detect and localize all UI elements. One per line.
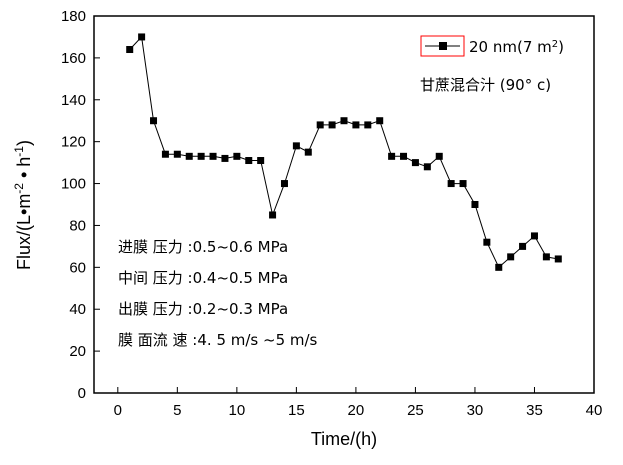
y-axis-title: Flux/(L•m-2 • h-1): [12, 140, 34, 270]
series-line: [129, 35, 559, 269]
y-tick-label: 60: [69, 259, 86, 276]
data-point: [292, 142, 300, 150]
y-axis-title-end: ): [14, 140, 34, 146]
data-point: [138, 33, 146, 41]
y-tick-label: 160: [61, 50, 86, 67]
plot-frame: [93, 15, 595, 394]
data-point: [233, 152, 241, 160]
x-axis-title: Time/(h): [311, 429, 377, 449]
annotation-inlet-pressure: 进膜 压力 :0.5~0.6 MPa: [118, 238, 288, 256]
legend-label-main: 20 nm(7 m: [469, 38, 552, 56]
data-point: [269, 211, 277, 219]
y-tick-label: 40: [69, 301, 86, 318]
data-point: [530, 232, 538, 240]
data-point: [185, 152, 193, 160]
y-axis-title-sup2: -1: [12, 146, 26, 157]
data-point: [388, 152, 396, 160]
y-tick-label: 80: [69, 217, 86, 234]
data-point: [400, 152, 408, 160]
y-tick-label: 120: [61, 134, 86, 151]
data-point: [126, 46, 134, 54]
x-tick-label: 40: [586, 402, 603, 419]
data-point: [245, 157, 253, 165]
x-tick-label: 30: [467, 402, 484, 419]
x-tick-label: 20: [348, 402, 365, 419]
data-point: [471, 201, 479, 208]
x-tick-label: 5: [173, 402, 181, 419]
data-point: [161, 150, 169, 158]
x-tick-label: 0: [114, 402, 122, 419]
data-point: [328, 121, 336, 129]
data-point: [340, 117, 348, 125]
legend-label: 20 nm(7 m2): [469, 38, 564, 56]
legend-box: [420, 35, 465, 57]
y-tick-label: 20: [69, 343, 86, 360]
annotation-outlet-pressure: 出膜 压力 :0.2~0.3 MPa: [118, 300, 288, 318]
annotation-middle-pressure: 中间 压力 :0.4~0.5 MPa: [118, 269, 288, 287]
data-point: [542, 253, 550, 261]
data-point: [304, 148, 312, 156]
legend: 20 nm(7 m2) 甘蔗混合汁 (90° c): [420, 35, 564, 94]
series-20nm: [126, 33, 562, 271]
x-tick-label: 25: [407, 402, 424, 419]
data-point: [364, 121, 372, 129]
conditions-annotations: 进膜 压力 :0.5~0.6 MPa 中间 压力 :0.4~0.5 MPa 出膜…: [118, 238, 318, 349]
x-tick-label: 15: [288, 402, 305, 419]
data-point: [507, 253, 515, 261]
annotation-flow-velocity: 膜 面流 速 :4. 5 m/s ~5 m/s: [118, 331, 318, 349]
legend-label-sup: 2: [552, 39, 558, 50]
legend-subtitle: 甘蔗混合汁 (90° c): [420, 76, 551, 94]
data-point: [376, 117, 384, 125]
y-tick-label: 100: [61, 176, 86, 193]
x-tick-label: 35: [526, 402, 543, 419]
y-axis-title-mid: • h: [14, 157, 34, 183]
data-point: [447, 180, 455, 188]
y-axis-title-sup1: -2: [12, 183, 26, 194]
data-point: [173, 150, 181, 158]
data-point: [197, 152, 205, 160]
data-point: [435, 152, 443, 160]
data-point: [411, 159, 419, 167]
x-axis-ticks: 0 5 10 15 20 25 30 35 40: [114, 387, 603, 419]
data-point: [459, 180, 467, 188]
data-point: [495, 263, 503, 271]
data-point: [483, 238, 491, 246]
data-point: [316, 121, 324, 129]
data-point: [257, 157, 265, 165]
data-point: [519, 242, 527, 250]
data-point: [352, 121, 360, 129]
y-axis-title-main: Flux/(L•m: [14, 194, 34, 270]
legend-label-end: ): [558, 38, 564, 56]
y-tick-label: 0: [78, 385, 86, 402]
data-point: [554, 255, 562, 263]
y-axis-ticks: 0 20 40 60 80 100 120 140 160 180: [61, 8, 100, 402]
y-tick-label: 180: [61, 8, 86, 25]
data-point: [423, 163, 431, 171]
y-tick-label: 140: [61, 92, 86, 109]
data-point: [280, 180, 288, 188]
data-point: [209, 152, 217, 160]
legend-marker: [439, 42, 447, 50]
x-tick-label: 10: [229, 402, 246, 419]
data-point: [150, 117, 158, 125]
data-point: [221, 154, 229, 162]
